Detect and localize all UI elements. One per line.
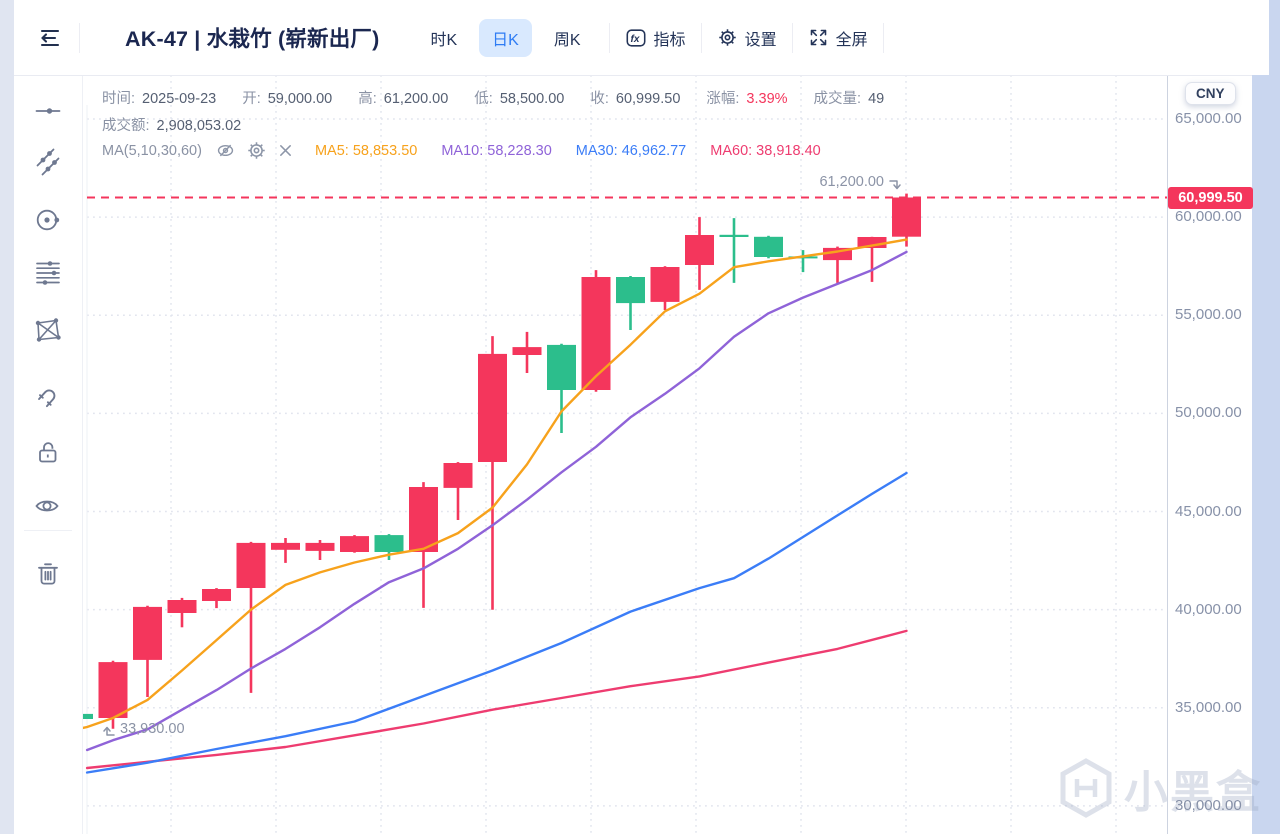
y-axis-label: 50,000.00 <box>1175 404 1242 422</box>
collapse-panel-button[interactable] <box>36 24 64 52</box>
ma-value-ma5: MA5: 58,853.50 <box>314 142 418 159</box>
turnover-info-row: 成交额: 2,908,053.02 <box>102 114 241 135</box>
arrow-up-left-icon <box>103 726 115 736</box>
y-axis-label: 55,000.00 <box>1175 306 1242 324</box>
settings-button[interactable]: 设置 <box>717 26 777 50</box>
interval-tabs: 时K 日K 周K <box>417 18 593 57</box>
toolbar-divider <box>24 530 72 531</box>
tab-week-k[interactable]: 周K <box>553 31 581 49</box>
current-price-tag: 60,999.50 <box>1168 187 1253 209</box>
page-left-margin <box>0 0 14 834</box>
header-button-label: 设置 <box>744 31 777 49</box>
ma-close-icon[interactable] <box>278 143 293 158</box>
chart-header: AK-47 | 水栽竹 (崭新出厂) 时K 日K 周K fx 指标 设置 全屏 <box>14 0 1252 76</box>
currency-badge[interactable]: CNY <box>1185 82 1236 105</box>
xabcd-pattern-tool[interactable] <box>34 316 62 344</box>
kline-app-window: AK-47 | 水栽竹 (崭新出厂) 时K 日K 周K fx 指标 设置 全屏 时间: 20… <box>14 0 1253 834</box>
fullscreen-icon <box>808 27 829 48</box>
gear-icon <box>717 27 738 48</box>
ohlc-field: 低: 58,500.00 <box>474 91 565 107</box>
arrow-down-right-icon <box>889 180 901 190</box>
fullscreen-button[interactable]: 全屏 <box>808 26 868 50</box>
delete-tool[interactable] <box>34 559 62 587</box>
drawing-toolbar <box>14 75 83 834</box>
circle-tool[interactable] <box>34 206 62 234</box>
ohlc-field: 成交量: 49 <box>813 91 885 107</box>
header-divider <box>791 22 793 53</box>
ohlc-field: 涨幅: 3.39% <box>706 91 788 107</box>
high-price-label: 61,200.00 <box>819 174 884 190</box>
ma-settings-label: MA(5,10,30,60) <box>102 142 202 159</box>
header-button-label: 指标 <box>653 31 686 49</box>
cross-line-tool[interactable] <box>34 148 62 176</box>
ohlc-field: 开: 59,000.00 <box>242 91 333 107</box>
y-axis-label: 45,000.00 <box>1175 502 1242 520</box>
tab-day-k[interactable]: 日K <box>479 18 532 57</box>
low-price-annotation: 33,930.00 <box>102 721 185 738</box>
ohlc-field: 成交额: 2,908,053.02 <box>102 118 242 134</box>
candlestick-chart[interactable] <box>82 75 1167 834</box>
ohlc-field: 收: 60,999.50 <box>590 91 681 107</box>
header-divider <box>882 22 884 53</box>
fib-retracement-tool[interactable] <box>34 259 62 287</box>
svg-text:fx: fx <box>630 34 639 45</box>
ma-value-ma30: MA30: 46,962.77 <box>575 142 687 159</box>
ma-value-ma10: MA10: 58,228.30 <box>441 142 552 159</box>
y-axis-label: 35,000.00 <box>1175 698 1242 716</box>
header-divider <box>608 22 610 53</box>
tab-hour-k[interactable]: 时K <box>430 31 458 49</box>
price-axis[interactable]: CNY 60,999.50 65,000.00 60,000.00 55,000.0… <box>1167 75 1253 834</box>
ma-eye-off-icon[interactable] <box>216 141 235 160</box>
y-axis-label: 60,000.00 <box>1175 208 1242 226</box>
ma-gear-icon[interactable] <box>246 140 267 161</box>
header-button-label: 全屏 <box>835 31 868 49</box>
ohlc-info-row: 时间: 2025-09-23 开: 59,000.00 高: 61,200.00 低: 58,… <box>102 87 884 108</box>
ma-values: MA5: 58,853.50 MA10: 58,228.30 MA30: 46,96… <box>315 143 821 159</box>
horizontal-line-tool[interactable] <box>34 97 62 125</box>
header-divider <box>700 22 702 53</box>
item-title: AK-47 | 水栽竹 (崭新出厂) <box>125 27 380 51</box>
ma-indicator-row: MA(5,10,30,60) MA5: 58,853.50 MA10: 58,22… <box>102 140 821 161</box>
indicator-button[interactable]: fx 指标 <box>625 26 686 50</box>
chart-region: 时间: 2025-09-23 开: 59,000.00 高: 61,200.00 低: 58,… <box>82 75 1253 834</box>
magnet-tool[interactable] <box>34 383 62 411</box>
low-price-label: 33,930.00 <box>120 721 185 737</box>
ohlc-field: 高: 61,200.00 <box>358 91 449 107</box>
unlock-tool[interactable] <box>34 438 62 466</box>
y-axis-label: 65,000.00 <box>1175 110 1242 127</box>
y-axis-label: 30,000.00 <box>1175 796 1242 814</box>
ma-value-ma60: MA60: 38,918.40 <box>710 142 821 159</box>
high-price-annotation: 61,200.00 <box>722 174 902 191</box>
visibility-tool[interactable] <box>34 492 62 520</box>
header-right-extension <box>1252 0 1269 75</box>
ma-indicator-controls <box>216 140 293 161</box>
fx-indicator-icon: fx <box>625 27 647 49</box>
ohlc-field: 时间: 2025-09-23 <box>102 91 217 107</box>
header-divider <box>79 22 80 53</box>
y-axis-label: 40,000.00 <box>1175 600 1242 618</box>
